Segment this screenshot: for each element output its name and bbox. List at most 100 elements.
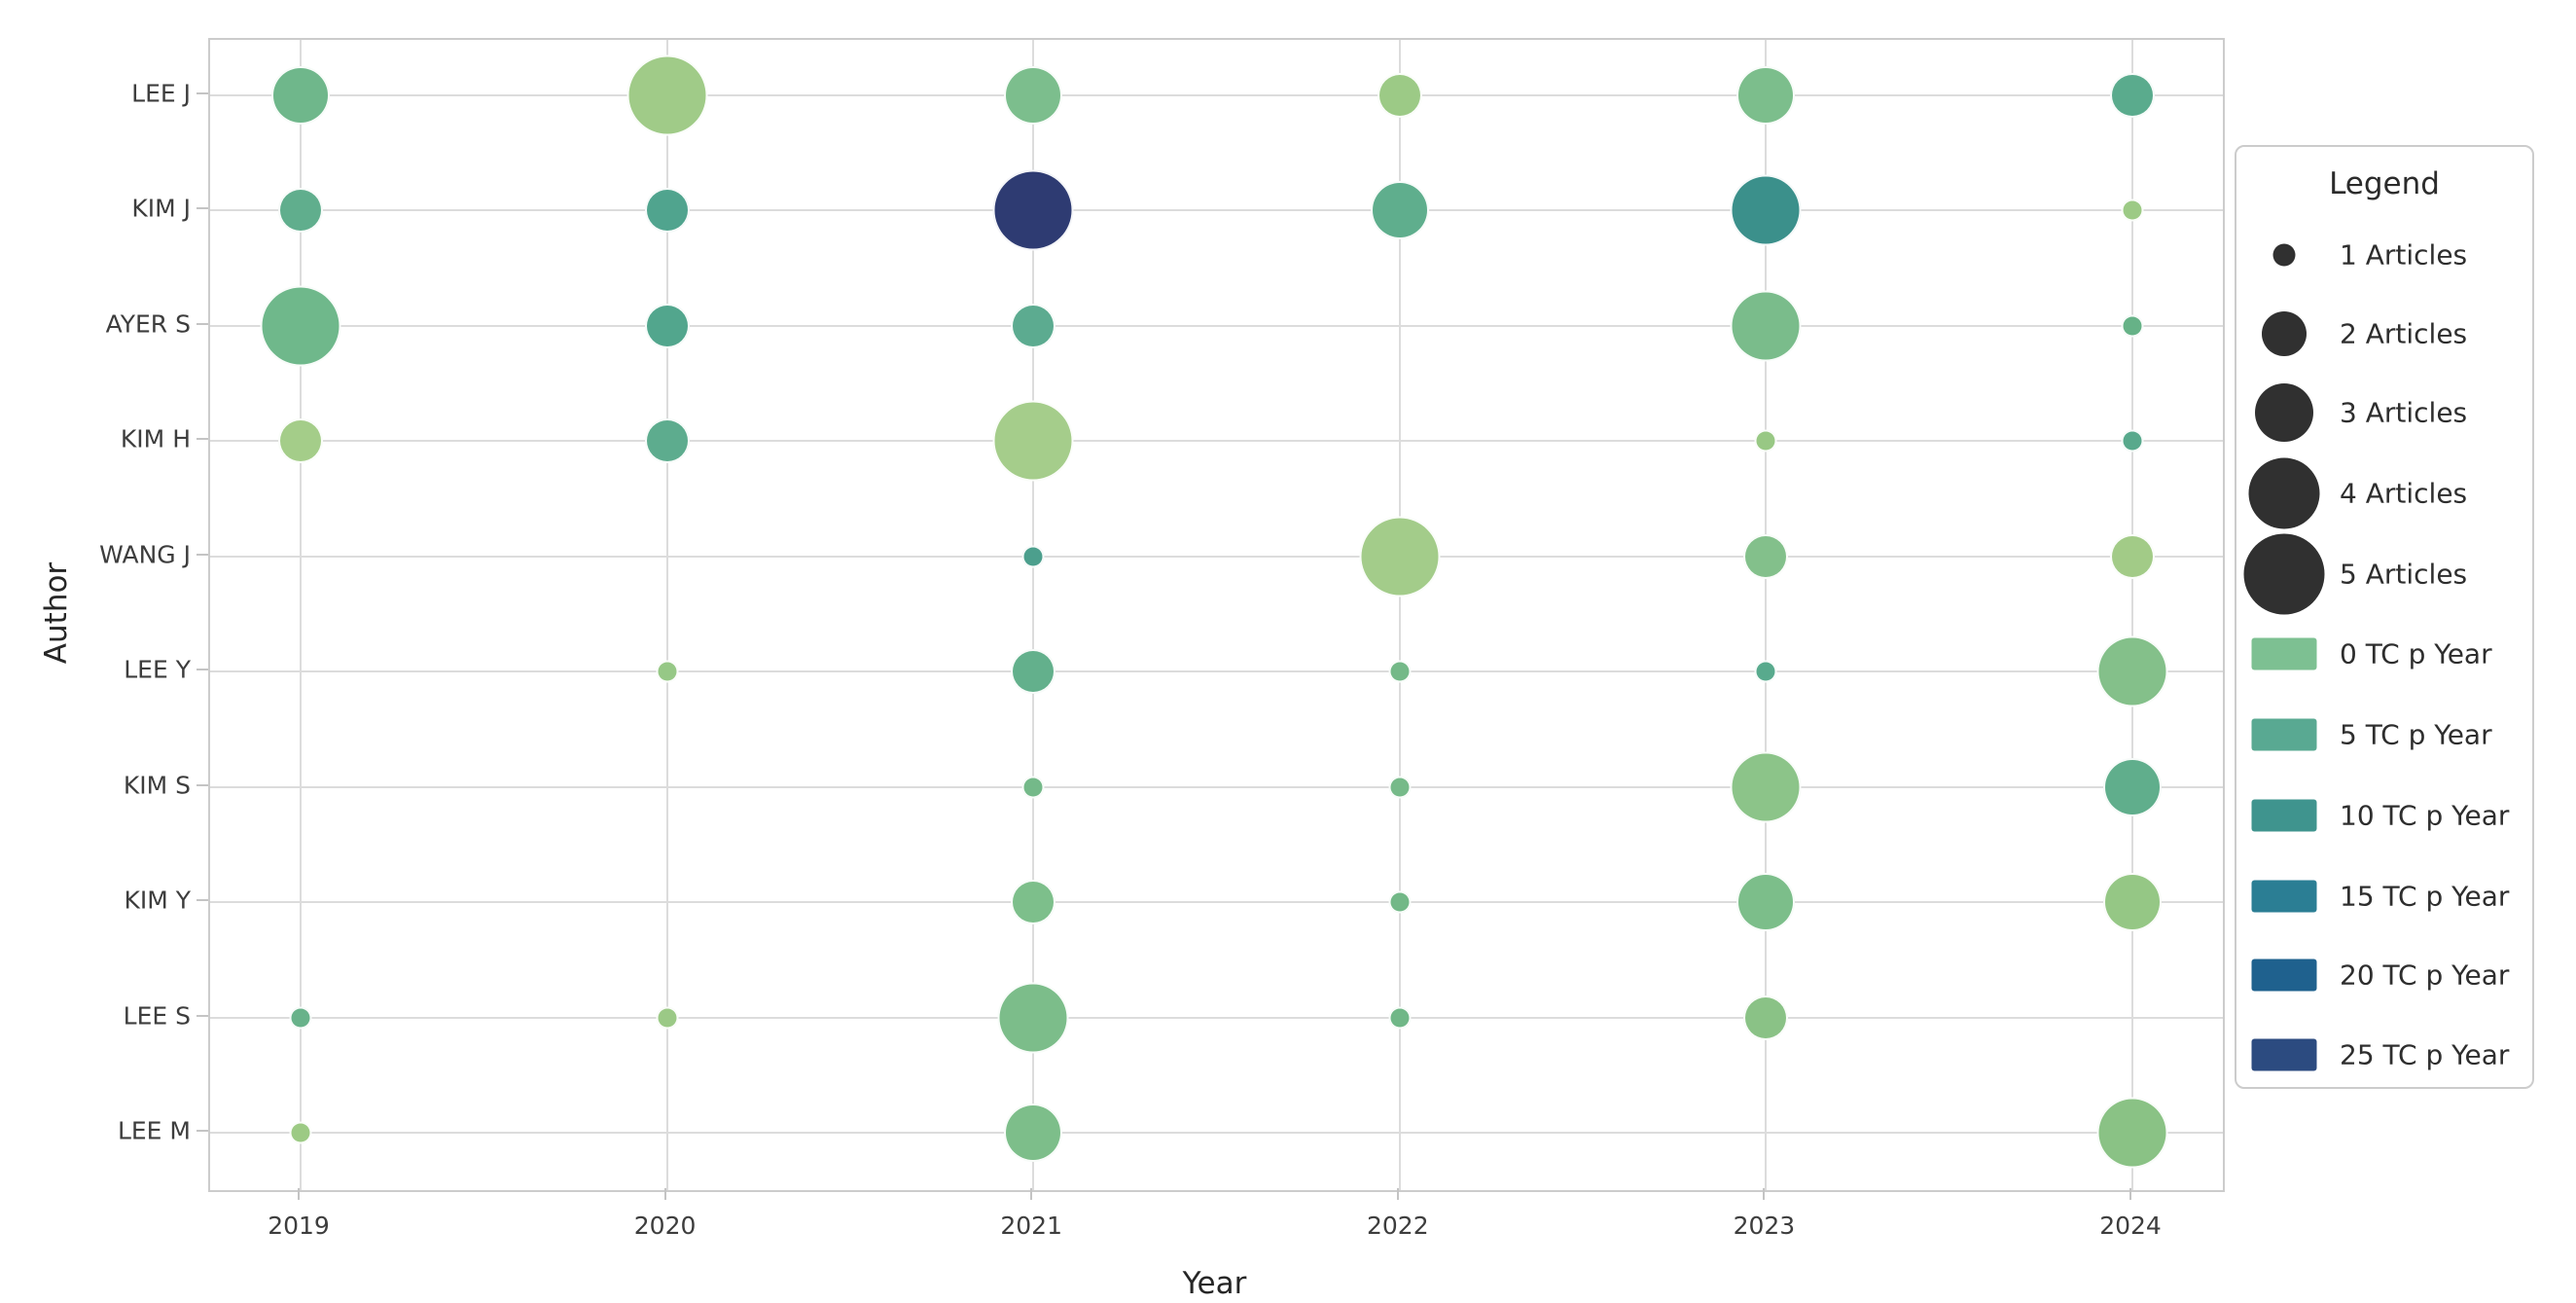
bubble-ayer-s-2024 — [2121, 314, 2144, 338]
bubble-lee-y-2020 — [656, 660, 679, 683]
x-axis-title: Year — [1182, 1266, 1247, 1301]
bubble-lee-s-2023 — [1743, 995, 1789, 1040]
gridline-vertical — [300, 40, 302, 1190]
bubble-wang-j-2023 — [1743, 533, 1789, 579]
bubble-lee-y-2023 — [1754, 660, 1777, 683]
bubble-lee-j-2023 — [1736, 66, 1796, 125]
bubble-kim-j-2024 — [2121, 199, 2144, 222]
bubble-wang-j-2024 — [2110, 533, 2155, 579]
bubble-kim-h-2024 — [2121, 429, 2144, 452]
y-axis-title: Author — [39, 561, 74, 665]
legend-size-marker-5-articles — [2243, 533, 2325, 615]
legend-color-swatch — [2251, 718, 2317, 751]
legend-color-label: 5 TC p Year — [2340, 718, 2492, 751]
bubble-kim-j-2022 — [1370, 181, 1429, 240]
gridline-vertical — [1765, 40, 1768, 1190]
y-axis-tick — [197, 669, 208, 671]
y-axis-tick — [197, 207, 208, 210]
x-axis-tick — [1763, 1188, 1766, 1200]
legend-color-swatch — [2251, 880, 2317, 913]
gridline-horizontal — [210, 555, 2223, 558]
bubble-kim-j-2019 — [278, 188, 323, 234]
gridline-vertical — [2131, 40, 2133, 1190]
legend-color-label: 10 TC p Year — [2340, 799, 2510, 832]
bubble-kim-h-2021 — [992, 400, 1074, 482]
gridline-vertical — [1032, 40, 1035, 1190]
bubble-kim-s-2022 — [1388, 776, 1412, 799]
y-tick-label: KIM J — [131, 194, 191, 223]
bubble-lee-s-2022 — [1388, 1006, 1412, 1030]
bubble-kim-j-2021 — [992, 169, 1074, 251]
gridline-horizontal — [210, 209, 2223, 212]
gridline-vertical — [1398, 40, 1401, 1190]
x-tick-label: 2021 — [1000, 1212, 1062, 1240]
gridline-vertical — [665, 40, 668, 1190]
gridline-horizontal — [210, 324, 2223, 327]
y-tick-label: WANG J — [99, 540, 191, 569]
x-axis-tick — [1396, 1188, 1399, 1200]
bubble-kim-h-2019 — [278, 418, 323, 464]
gridline-horizontal — [210, 1016, 2223, 1019]
bubble-kim-y-2023 — [1736, 873, 1796, 932]
bubble-lee-s-2020 — [656, 1006, 679, 1030]
x-tick-label: 2019 — [268, 1212, 330, 1240]
bubble-lee-j-2024 — [2110, 73, 2155, 118]
legend-color-swatch — [2251, 637, 2317, 670]
gridline-horizontal — [210, 1131, 2223, 1134]
bubble-lee-s-2021 — [997, 982, 1069, 1054]
bubble-lee-m-2024 — [2096, 1097, 2168, 1169]
legend-size-label: 5 Articles — [2340, 558, 2468, 591]
legend-size-marker-4-articles — [2248, 457, 2320, 529]
y-axis-tick — [197, 438, 208, 441]
legend-color-swatch — [2251, 799, 2317, 832]
y-axis-tick — [197, 92, 208, 94]
gridline-horizontal — [210, 440, 2223, 443]
bubble-lee-j-2022 — [1377, 73, 1422, 118]
bubble-wang-j-2021 — [1021, 545, 1045, 568]
bubble-kim-s-2023 — [1730, 751, 1802, 823]
bubble-kim-j-2023 — [1730, 174, 1802, 246]
y-axis-tick — [197, 322, 208, 325]
bubble-kim-s-2024 — [2103, 757, 2162, 816]
y-tick-label: LEE J — [131, 79, 191, 108]
x-tick-label: 2023 — [1733, 1212, 1796, 1240]
bubble-lee-m-2019 — [289, 1121, 312, 1144]
y-axis-tick — [197, 783, 208, 786]
bubble-lee-j-2019 — [271, 66, 330, 125]
bubble-kim-s-2021 — [1021, 776, 1045, 799]
x-tick-label: 2024 — [2099, 1212, 2162, 1240]
legend-color-label: 20 TC p Year — [2340, 959, 2510, 992]
bubble-ayer-s-2020 — [644, 303, 690, 348]
y-tick-label: AYER S — [105, 309, 191, 339]
bubble-lee-s-2019 — [289, 1006, 312, 1030]
y-axis-tick — [197, 553, 208, 556]
gridline-horizontal — [210, 785, 2223, 788]
bubble-kim-y-2024 — [2103, 873, 2162, 932]
legend-size-marker-2-articles — [2262, 311, 2307, 356]
bubble-lee-y-2021 — [1011, 649, 1056, 695]
y-axis-tick — [197, 899, 208, 902]
legend-color-swatch — [2251, 959, 2317, 992]
y-axis-tick — [197, 1129, 208, 1132]
plot-area — [208, 38, 2225, 1192]
bubble-lee-y-2024 — [2096, 635, 2168, 707]
legend-size-marker-3-articles — [2255, 383, 2313, 442]
bubble-ayer-s-2023 — [1730, 290, 1802, 362]
x-axis-tick — [663, 1188, 666, 1200]
y-tick-label: KIM Y — [124, 886, 191, 915]
y-tick-label: KIM H — [120, 424, 191, 453]
y-tick-label: KIM S — [123, 771, 191, 800]
legend-size-marker-1-articles — [2272, 243, 2296, 267]
bubble-wang-j-2022 — [1359, 516, 1441, 597]
y-tick-label: LEE S — [123, 1001, 191, 1031]
legend-size-label: 2 Articles — [2340, 317, 2468, 350]
legend-color-swatch — [2251, 1038, 2317, 1071]
bubble-kim-h-2020 — [644, 418, 690, 464]
legend-title: Legend — [2329, 166, 2440, 201]
legend: Legend 1 Articles 2 Articles 3 Articles 4 A… — [2235, 145, 2534, 1089]
y-axis-tick — [197, 1014, 208, 1017]
bubble-ayer-s-2019 — [260, 285, 341, 367]
bubble-ayer-s-2021 — [1011, 303, 1056, 348]
legend-color-label: 0 TC p Year — [2340, 637, 2492, 670]
